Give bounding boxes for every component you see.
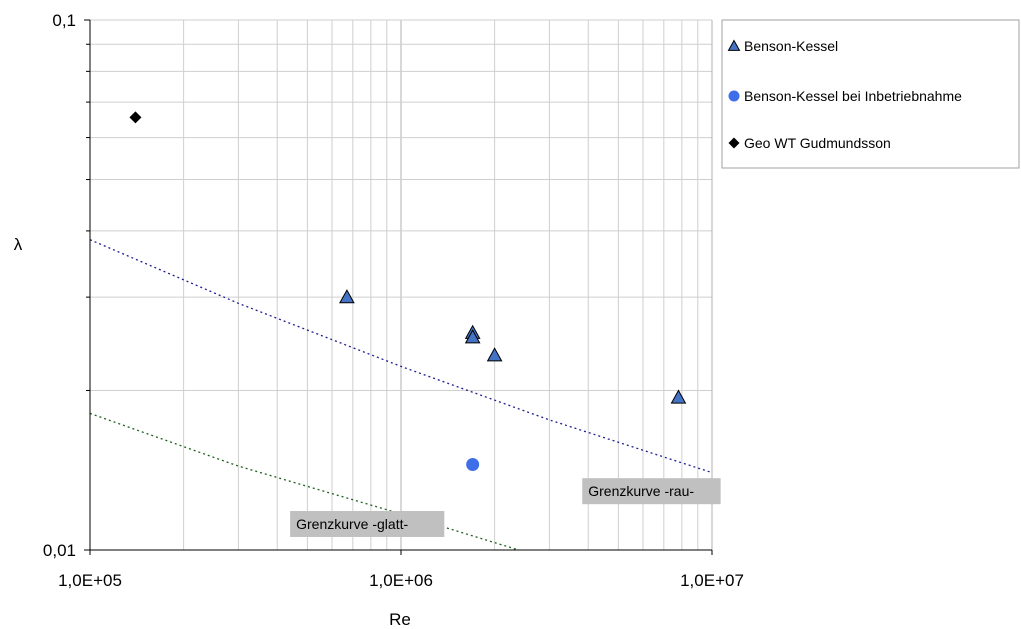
legend-marker xyxy=(727,39,741,51)
curve-annotation: Grenzkurve -rau- xyxy=(582,478,721,505)
curve-annotation: Grenzkurve -glatt- xyxy=(290,510,445,537)
x-axis-title: Re xyxy=(389,610,411,629)
annotation-box xyxy=(582,478,721,505)
data-point xyxy=(129,111,142,124)
data-point xyxy=(670,389,687,404)
legend-box xyxy=(721,19,1020,169)
legend-label: Benson-Kessel bei Inbetriebnahme xyxy=(744,88,962,104)
data-point xyxy=(339,289,355,304)
annotation-box xyxy=(290,510,445,537)
legend: Benson-Kessel Benson-Kessel bei Inbetrieb… xyxy=(721,19,1020,169)
tick-labels: 1,0E+05 1,0E+06 1,0E+07 0,01 0,1 xyxy=(43,11,744,590)
legend-item: Benson-Kessel bei Inbetriebnahme xyxy=(728,88,962,104)
legend-marker xyxy=(728,90,740,102)
axes xyxy=(84,19,713,555)
legend-label: Benson-Kessel xyxy=(744,38,838,54)
x-tick-label: 1,0E+06 xyxy=(369,571,433,590)
annotations: Grenzkurve -rau- Grenzkurve -glatt- xyxy=(290,478,721,537)
y-tick-label: 0,1 xyxy=(52,11,76,30)
annotation-label: Grenzkurve -rau- xyxy=(588,483,694,499)
data-point xyxy=(486,347,503,362)
data-point xyxy=(466,457,480,471)
x-tick-label: 1,0E+05 xyxy=(58,571,122,590)
y-axis-title: λ xyxy=(14,235,23,254)
data-points xyxy=(129,111,687,471)
grid xyxy=(90,19,713,550)
data-point xyxy=(464,329,481,344)
legend-label: Geo WT Gudmundsson xyxy=(744,135,891,151)
boundary-curve xyxy=(90,239,712,474)
legend-item: Benson-Kessel xyxy=(727,38,838,54)
legend-item: Geo WT Gudmundsson xyxy=(728,135,891,151)
annotation-label: Grenzkurve -glatt- xyxy=(296,516,408,532)
legend-marker xyxy=(728,137,740,149)
curves xyxy=(90,239,712,550)
x-tick-label: 1,0E+07 xyxy=(680,571,744,590)
y-tick-label: 0,01 xyxy=(43,541,76,560)
